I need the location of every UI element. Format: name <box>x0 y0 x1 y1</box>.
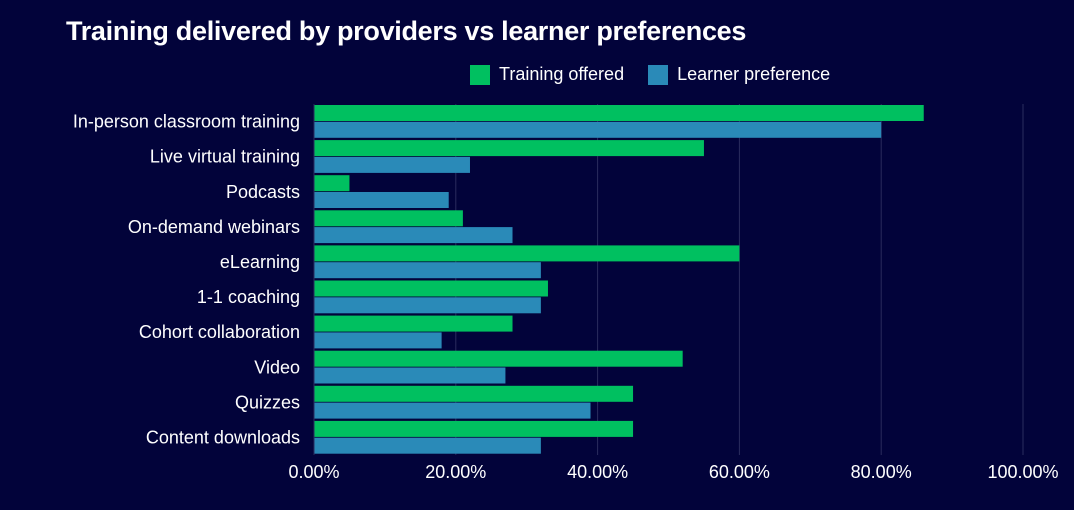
bar-training-offered <box>314 105 924 121</box>
category-label: Cohort collaboration <box>139 322 300 342</box>
legend-swatch-training-offered <box>470 64 490 85</box>
legend-swatch-learner-preference <box>648 64 669 85</box>
bar-learner-preference <box>314 437 541 454</box>
category-label: In-person classroom training <box>73 112 300 132</box>
bar-learner-preference <box>314 121 882 138</box>
category-label: Quizzes <box>235 392 300 412</box>
legend-label: Learner preference <box>677 64 831 84</box>
bar-training-offered <box>314 385 634 402</box>
legend-item-learner-preference: Learner preference <box>648 64 830 85</box>
category-label: On-demand webinars <box>128 217 300 237</box>
bar-training-offered <box>314 175 350 192</box>
category-label: Video <box>254 357 300 377</box>
x-tick-label: 80.00% <box>851 462 912 482</box>
legend-item-training-offered: Training offered <box>470 64 624 85</box>
bar-training-offered <box>314 315 513 332</box>
bar-learner-preference <box>314 156 470 173</box>
category-label: Live virtual training <box>150 147 300 167</box>
x-tick-label: 40.00% <box>567 462 628 482</box>
x-tick-label: 60.00% <box>709 462 770 482</box>
bar-learner-preference <box>314 367 506 384</box>
bar-training-offered <box>314 245 740 262</box>
bar-training-offered <box>314 420 634 437</box>
bar-training-offered <box>314 350 683 367</box>
bar-training-offered <box>314 280 548 297</box>
bar-learner-preference <box>314 227 513 244</box>
legend-label: Training offered <box>499 64 625 84</box>
bar-learner-preference <box>314 402 591 419</box>
x-tick-label: 20.00% <box>425 462 486 482</box>
chart-title: Training delivered by providers vs learn… <box>66 16 747 46</box>
bar-learner-preference <box>314 332 442 349</box>
bar-learner-preference <box>314 297 541 314</box>
legend: Training offered Learner preference <box>470 64 830 85</box>
x-tick-label: 0.00% <box>288 462 339 482</box>
category-label: Podcasts <box>226 182 300 202</box>
x-tick-label: 100.00% <box>987 462 1058 482</box>
bar-training-offered <box>314 210 463 227</box>
bar-learner-preference <box>314 192 449 208</box>
category-label: eLearning <box>220 252 300 272</box>
category-label: Content downloads <box>146 427 300 447</box>
bar-learner-preference <box>314 262 541 279</box>
bar-training-offered <box>314 140 704 157</box>
category-label: 1-1 coaching <box>197 287 300 307</box>
